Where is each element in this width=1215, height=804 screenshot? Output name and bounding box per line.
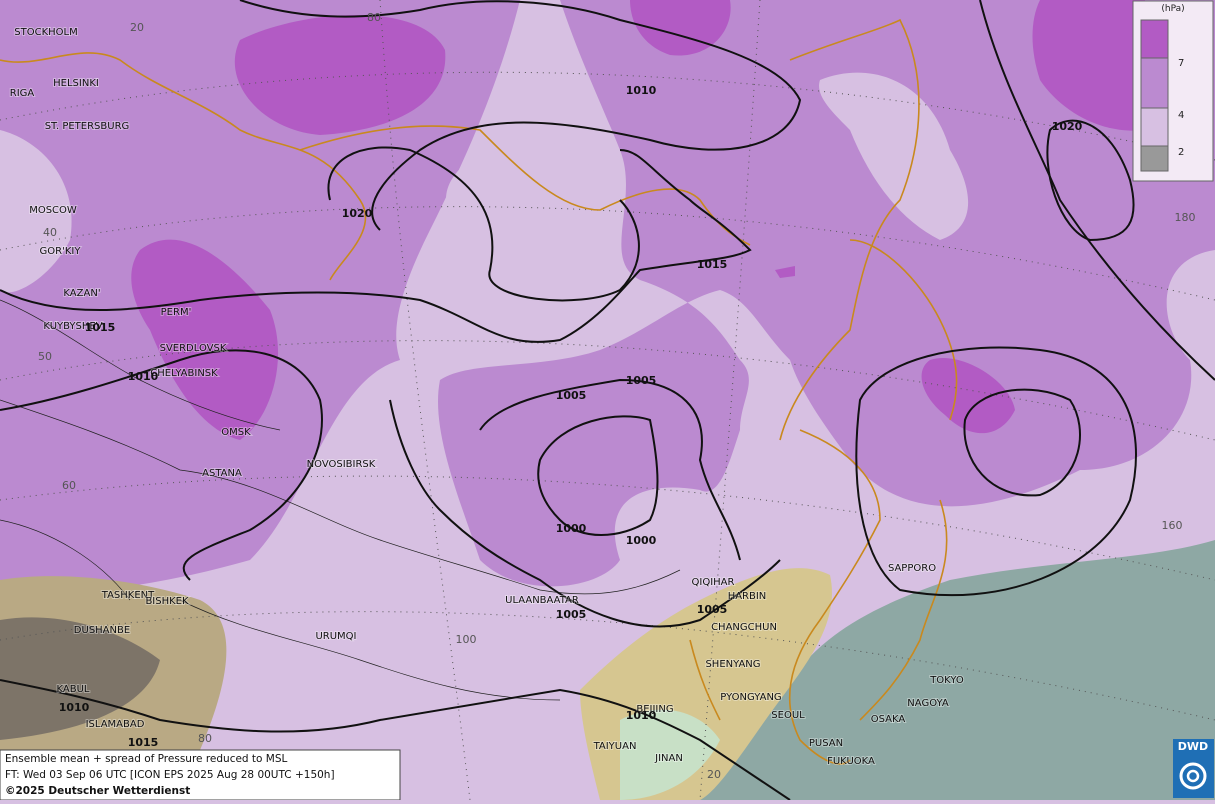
city-label: DUSHANBE — [74, 625, 130, 636]
isobar-label: 1010 — [626, 709, 657, 722]
isobar-label: 1015 — [128, 736, 159, 749]
city-label: TAIYUAN — [593, 741, 637, 752]
graticule-label: 80 — [367, 11, 381, 24]
legend: (hPa) 7 4 2 — [1132, 0, 1214, 182]
city-label: BISHKEK — [145, 596, 189, 607]
terrain — [620, 709, 720, 800]
isobar-label: 1015 — [697, 258, 728, 271]
spread-over-7 — [131, 0, 1145, 440]
footer-title: Ensemble mean + spread of Pressure reduc… — [5, 753, 288, 765]
logo: DWD — [1173, 739, 1214, 798]
isobar-label: 1005 — [556, 389, 587, 402]
city-label: HARBIN — [728, 591, 767, 602]
city-label: HELSINKI — [53, 78, 99, 89]
city-label: OMSK — [221, 427, 251, 438]
city-label: CHANGCHUN — [711, 622, 777, 633]
city-label: RIGA — [10, 88, 35, 99]
isobar-label: 1010 — [59, 701, 90, 714]
borders — [0, 299, 681, 701]
city-label: URUMQI — [315, 631, 356, 642]
city-label: PYONGYANG — [720, 692, 781, 703]
city-label: TOKYO — [929, 675, 964, 686]
city-label: KUYBYSHEV — [43, 321, 102, 332]
city-label: MOSCOW — [29, 205, 77, 216]
graticule-label: 20 — [707, 768, 721, 781]
isobar-label: 1010 — [626, 84, 657, 97]
city-label: ISLAMABAD — [86, 719, 145, 730]
city-label: KAZAN' — [63, 288, 100, 299]
city-label: JINAN — [654, 753, 683, 764]
isobar-label: 1005 — [626, 374, 657, 387]
isobar-label: 1010 — [128, 370, 159, 383]
city-label: STOCKHOLM — [14, 27, 77, 38]
footer-box — [0, 749, 401, 801]
city-label: SVERDLOVSK — [160, 343, 227, 354]
graticule-label: 40 — [43, 226, 57, 239]
isobar-label: 1005 — [556, 608, 587, 621]
city-label: KABUL — [57, 684, 90, 695]
graticule-label: 100 — [456, 633, 477, 646]
city-label: NAGOYA — [907, 698, 949, 709]
footer-copyright: ©2025 Deutscher Wetterdienst — [5, 785, 190, 797]
city-label: PERM' — [161, 307, 192, 318]
graticule-label: 60 — [62, 479, 76, 492]
isobar-label: 1005 — [697, 603, 728, 616]
isobar-label: 1000 — [556, 522, 587, 535]
city-label: PUSAN — [809, 738, 843, 749]
legend-level: 7 — [1178, 58, 1184, 69]
legend-swatch — [1140, 57, 1169, 109]
city-label: SAPPORO — [888, 563, 936, 574]
legend-swatch — [1140, 145, 1169, 172]
city-label: ULAANBAATAR — [505, 595, 579, 606]
legend-unit: (hPa) — [1161, 4, 1184, 14]
isobar-label: 1020 — [1052, 120, 1083, 133]
city-label: CHELYABINSK — [150, 368, 218, 379]
isobar-label: 1020 — [342, 207, 373, 220]
coastline — [0, 18, 958, 765]
city-label: SHENYANG — [705, 659, 760, 670]
city-label: GOR'KIY — [40, 246, 82, 257]
labels: STOCKHOLM HELSINKI RIGA ST. PETERSBURG MOSCO… — [9, 11, 1196, 781]
legend-level: 2 — [1178, 147, 1184, 158]
terrain — [0, 617, 160, 740]
graticule-label: 160 — [1162, 519, 1183, 532]
city-label: ST. PETERSBURG — [45, 121, 130, 132]
graticule-label: 180 — [1175, 211, 1196, 224]
city-label: SEOUL — [771, 710, 805, 721]
graticule-label: 20 — [130, 21, 144, 34]
city-label: BEIJING — [636, 704, 673, 715]
logo-text: DWD — [1178, 740, 1208, 753]
sea — [700, 540, 1215, 800]
logo-symbol — [1186, 769, 1200, 783]
footer-forecast: FT: Wed 03 Sep 06 UTC [ICON EPS 2025 Aug… — [5, 769, 335, 781]
city-label: NOVOSIBIRSK — [307, 459, 376, 470]
legend-level: 4 — [1178, 110, 1184, 121]
city-label: QIQIHAR — [692, 577, 735, 588]
isobar-label: 1015 — [85, 321, 116, 334]
city-label: OSAKA — [871, 714, 906, 725]
logo-symbol — [1179, 762, 1207, 790]
city-label: ASTANA — [202, 468, 242, 479]
city-label: FUKUOKA — [827, 756, 875, 767]
city-label: TASHKENT — [101, 590, 155, 601]
graticule-label: 80 — [198, 732, 212, 745]
isobar-label: 1000 — [626, 534, 657, 547]
legend-swatch — [1140, 107, 1169, 147]
graticule-label: 50 — [38, 350, 52, 363]
footer: Ensemble mean + spread of Pressure reduc… — [0, 749, 401, 801]
legend-swatch — [1140, 19, 1169, 59]
